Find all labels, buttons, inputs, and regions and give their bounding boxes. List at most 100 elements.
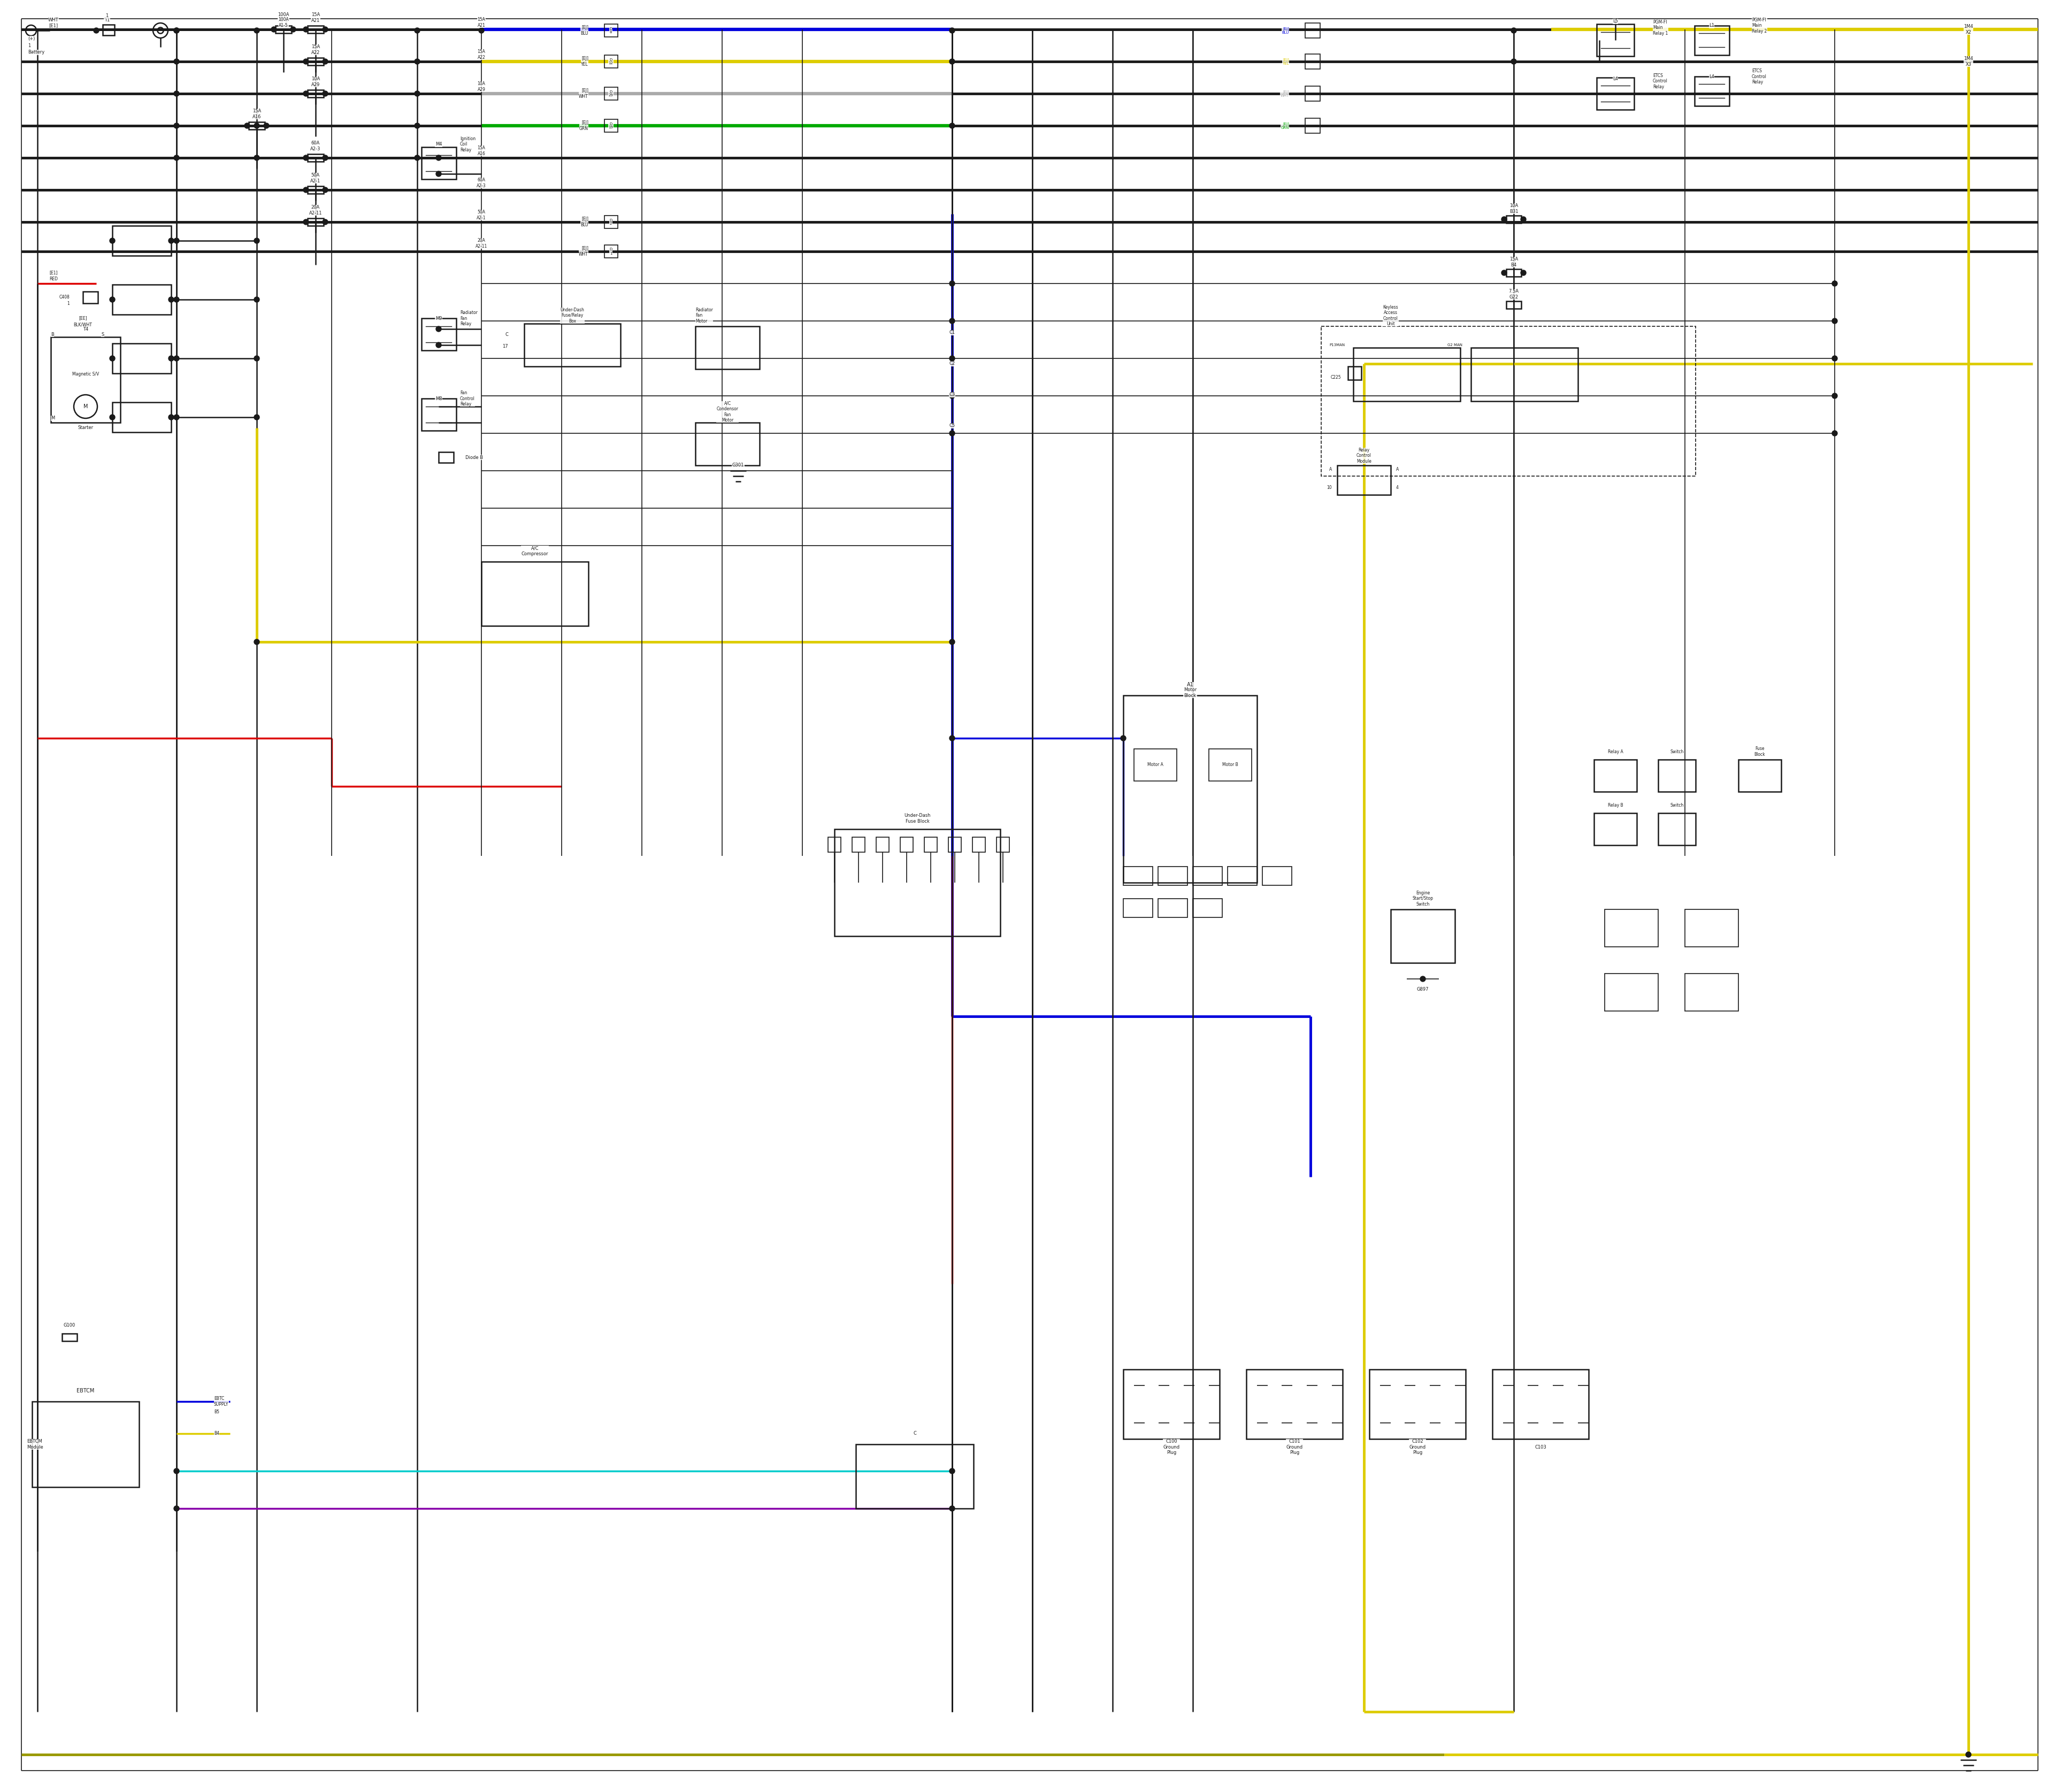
Circle shape — [1832, 357, 1838, 360]
Circle shape — [304, 27, 308, 32]
Circle shape — [1512, 29, 1516, 34]
Circle shape — [304, 186, 308, 192]
Circle shape — [415, 59, 419, 65]
Text: 15A
A22: 15A A22 — [312, 45, 320, 56]
Text: M9: M9 — [435, 315, 442, 321]
Text: Radiator
Fan
Relay: Radiator Fan Relay — [460, 310, 479, 326]
Text: G897: G897 — [1417, 987, 1430, 993]
Text: 20A
A2-11: 20A A2-11 — [308, 204, 322, 215]
Circle shape — [322, 59, 329, 65]
Bar — [113, 285, 170, 315]
Circle shape — [949, 392, 955, 398]
Circle shape — [1520, 217, 1526, 222]
Circle shape — [255, 156, 259, 161]
Circle shape — [175, 414, 179, 419]
Text: A/C
Compressor: A/C Compressor — [522, 547, 548, 556]
Bar — [440, 452, 454, 462]
Bar — [604, 120, 618, 133]
Text: Motor B: Motor B — [1222, 763, 1239, 767]
Bar — [1658, 760, 1697, 792]
Text: Under-Dash
Fuse Block: Under-Dash Fuse Block — [904, 814, 930, 824]
Bar — [1596, 77, 1635, 109]
Circle shape — [949, 124, 955, 129]
Text: 1: 1 — [105, 14, 109, 18]
Bar — [1134, 749, 1177, 781]
Circle shape — [175, 29, 179, 34]
Circle shape — [435, 172, 442, 177]
Bar — [996, 837, 1009, 853]
Bar — [308, 186, 325, 194]
Bar — [1506, 269, 1522, 276]
Bar — [113, 344, 170, 373]
Bar — [1210, 749, 1251, 781]
Text: 100A
A1-5: 100A A1-5 — [277, 13, 290, 23]
Bar — [421, 398, 456, 430]
Circle shape — [109, 297, 115, 303]
Circle shape — [415, 91, 419, 97]
Text: [EJ]
GRN: [EJ] GRN — [1282, 122, 1290, 129]
Circle shape — [175, 91, 179, 97]
Bar — [604, 23, 618, 38]
Bar — [1594, 760, 1637, 792]
Text: EBTC
SUPPLY: EBTC SUPPLY — [214, 1396, 228, 1407]
Bar — [51, 337, 121, 423]
Circle shape — [263, 124, 269, 129]
Text: [EJ]
WHT: [EJ] WHT — [579, 88, 587, 99]
Text: Fuse
Block: Fuse Block — [1754, 747, 1764, 756]
Text: M4: M4 — [435, 142, 442, 147]
Bar — [1124, 1369, 1220, 1439]
Bar — [1471, 348, 1577, 401]
Text: [E1]: [E1] — [49, 271, 58, 276]
Text: 10A
B31: 10A B31 — [1510, 204, 1518, 213]
Text: D
2: D 2 — [610, 219, 612, 226]
Text: 50A
A2-1: 50A A2-1 — [310, 174, 320, 183]
Circle shape — [1121, 735, 1126, 740]
Text: C: C — [914, 1432, 916, 1435]
Text: T1: T1 — [105, 18, 109, 23]
Circle shape — [175, 59, 179, 65]
Bar — [852, 837, 865, 853]
Text: 1: 1 — [29, 43, 31, 48]
Circle shape — [244, 124, 251, 129]
Circle shape — [1512, 59, 1516, 65]
Text: M: M — [84, 403, 88, 409]
Text: [EJ]
WHT: [EJ] WHT — [1280, 90, 1290, 97]
Text: C2: C2 — [949, 362, 955, 366]
Text: 10A
A29: 10A A29 — [312, 77, 320, 88]
Bar — [1263, 867, 1292, 885]
Text: 15A
A21: 15A A21 — [312, 13, 320, 23]
Circle shape — [949, 357, 955, 360]
Circle shape — [1832, 392, 1838, 398]
Circle shape — [415, 156, 419, 161]
Bar — [1695, 77, 1729, 106]
Circle shape — [175, 156, 179, 161]
Text: Relay
Control
Module: Relay Control Module — [1356, 448, 1372, 464]
Circle shape — [175, 297, 179, 303]
Text: 15A
A22: 15A A22 — [477, 50, 485, 59]
Bar — [834, 830, 1000, 935]
Bar — [1695, 25, 1729, 56]
Text: [EJ]
YEL: [EJ] YEL — [581, 56, 587, 66]
Bar — [1228, 867, 1257, 885]
Bar — [604, 246, 618, 258]
Bar — [1337, 466, 1391, 495]
Bar — [62, 1333, 78, 1340]
Text: C1: C1 — [949, 330, 955, 335]
Text: [EJ]
GRN: [EJ] GRN — [579, 120, 587, 131]
Circle shape — [322, 27, 329, 32]
Text: 20A
A2-11: 20A A2-11 — [474, 238, 487, 249]
Bar — [308, 25, 325, 34]
Bar — [481, 561, 587, 625]
Text: 60A
A2-3: 60A A2-3 — [310, 142, 320, 151]
Bar — [1304, 54, 1321, 70]
Circle shape — [435, 326, 442, 332]
Text: [E1]: [E1] — [49, 23, 58, 29]
Circle shape — [175, 1505, 179, 1511]
Text: C3: C3 — [949, 392, 955, 398]
Text: Relay B: Relay B — [1608, 803, 1623, 808]
Text: Starter: Starter — [78, 425, 92, 430]
Text: A/C
Condensor
Fan
Motor: A/C Condensor Fan Motor — [717, 401, 739, 423]
Circle shape — [1832, 319, 1838, 324]
Bar — [1304, 23, 1321, 38]
Text: EBTCM: EBTCM — [76, 1389, 94, 1394]
